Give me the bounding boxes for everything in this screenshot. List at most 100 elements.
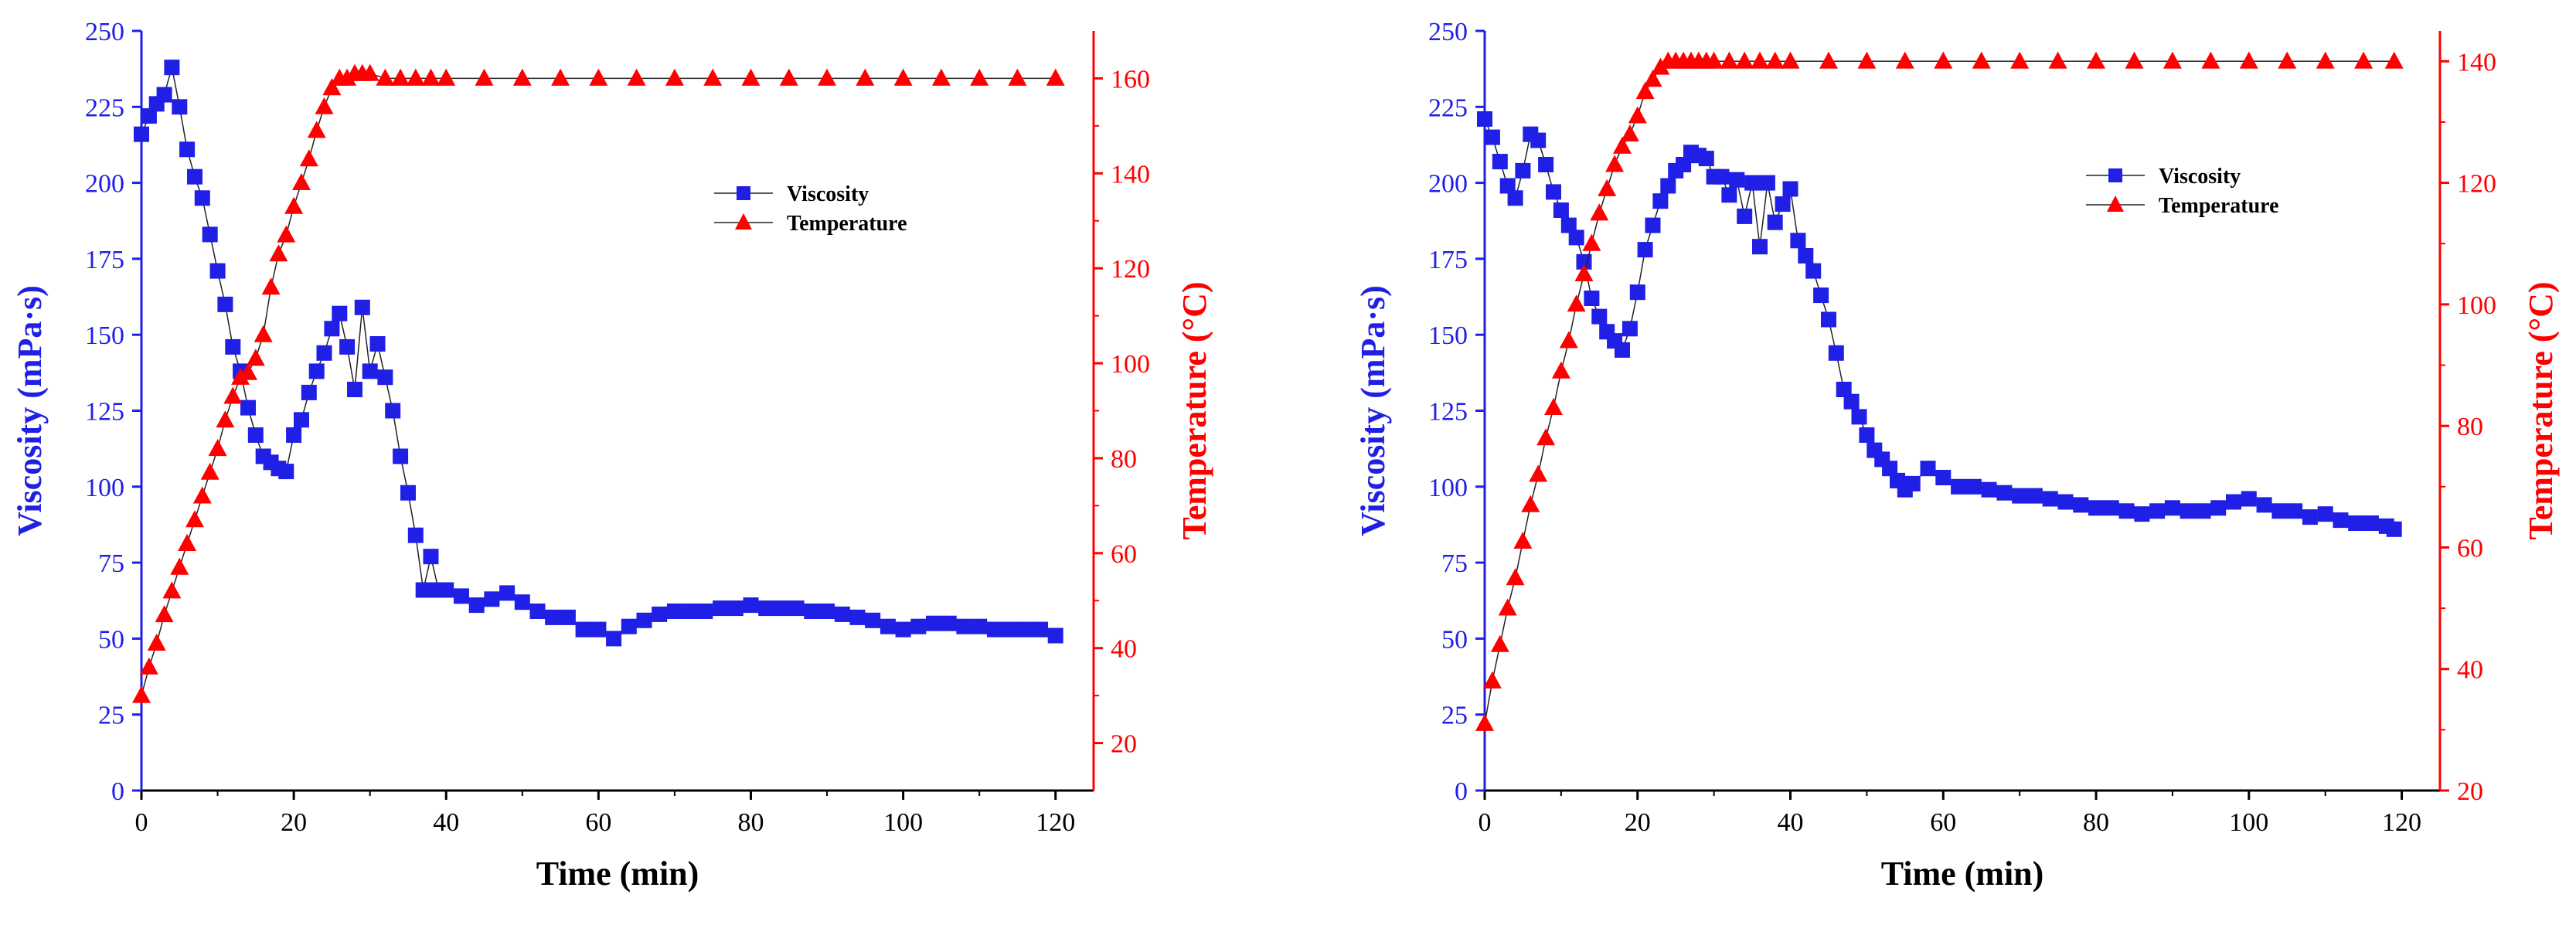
data-point-viscosity — [1553, 202, 1569, 218]
x-tick-label: 80 — [737, 808, 764, 837]
data-point-temperature — [970, 68, 989, 86]
y-left-tick-label: 100 — [85, 474, 124, 502]
data-point-viscosity — [400, 485, 416, 501]
data-point-viscosity — [1782, 181, 1798, 197]
data-point-viscosity — [1744, 175, 1761, 191]
data-point-viscosity — [247, 427, 264, 443]
data-point-viscosity — [1002, 621, 1018, 638]
data-point-viscosity — [1951, 478, 1967, 495]
data-point-temperature — [261, 277, 281, 295]
data-point-viscosity — [529, 604, 546, 619]
data-point-viscosity — [2386, 521, 2402, 537]
data-point-viscosity — [499, 585, 516, 601]
data-point-viscosity — [834, 606, 850, 622]
chart-panel-1: 0 20 40 60 80 100 120 0 25 50 75 100 125 150 175 200 225… — [11, 18, 1213, 893]
data-point-viscosity — [713, 600, 729, 617]
data-point-viscosity — [225, 338, 241, 355]
data-point-temperature — [1751, 51, 1769, 69]
x-tick-label: 40 — [433, 808, 459, 837]
data-point-viscosity — [1017, 621, 1033, 638]
data-point-viscosity — [1821, 311, 1836, 328]
y-left-tick-label: 250 — [85, 18, 124, 46]
data-point-temperature — [1972, 51, 1991, 69]
legend-marker-triangle — [2107, 196, 2124, 212]
data-point-viscosity — [514, 594, 530, 610]
y-right-tick-label: 100 — [1111, 350, 1150, 379]
data-point-viscosity — [286, 427, 302, 443]
data-point-temperature — [246, 349, 265, 366]
legend-marker-square — [737, 186, 750, 200]
y-axis-right-title: Temperature (°C) — [2522, 281, 2560, 539]
data-point-temperature — [1559, 331, 1578, 349]
data-point-viscosity — [849, 609, 866, 625]
data-point-temperature — [1704, 51, 1724, 69]
data-point-temperature — [1521, 495, 1540, 512]
data-point-temperature — [856, 68, 875, 86]
data-point-viscosity — [1828, 345, 1844, 361]
data-point-temperature — [1008, 68, 1027, 86]
x-tick-label: 100 — [883, 808, 923, 837]
data-point-viscosity — [636, 612, 652, 628]
data-point-viscosity — [1729, 172, 1745, 188]
data-point-viscosity — [2164, 500, 2180, 516]
data-point-temperature — [376, 68, 395, 86]
data-point-temperature — [170, 557, 189, 575]
data-point-temperature — [239, 362, 257, 380]
data-point-temperature — [1781, 51, 1800, 69]
data-point-temperature — [2278, 51, 2297, 69]
y-left-tick-label: 125 — [85, 398, 124, 427]
data-point-viscosity — [1621, 321, 1638, 337]
data-point-viscosity — [1698, 151, 1714, 167]
x-tick-label: 60 — [1930, 808, 1956, 837]
y-right-tick-label: 40 — [1111, 635, 1137, 664]
data-point-viscosity — [1676, 157, 1692, 172]
data-point-viscosity — [1859, 427, 1875, 443]
data-point-viscosity — [2287, 503, 2303, 519]
data-point-viscosity — [1981, 481, 1997, 498]
data-point-viscosity — [179, 141, 196, 158]
data-point-temperature — [1046, 68, 1065, 86]
data-point-viscosity — [727, 600, 744, 617]
data-point-temperature — [512, 68, 532, 86]
data-point-viscosity — [682, 604, 698, 619]
data-point-viscosity — [2057, 494, 2074, 510]
data-point-temperature — [2384, 51, 2404, 69]
data-point-viscosity — [2088, 500, 2104, 516]
data-point-temperature — [2048, 51, 2067, 69]
data-point-temperature — [200, 462, 219, 480]
y-right-tick-label: 40 — [2457, 656, 2483, 685]
data-point-viscosity — [1767, 214, 1783, 230]
data-point-temperature — [2239, 51, 2258, 69]
data-point-viscosity — [1882, 461, 1898, 477]
data-point-viscosity — [278, 464, 294, 480]
data-point-viscosity — [1484, 129, 1500, 145]
data-point-temperature — [2354, 51, 2374, 69]
data-point-temperature — [254, 325, 273, 342]
data-point-temperature — [139, 657, 158, 675]
data-point-viscosity — [1965, 478, 1982, 495]
x-tick-label: 40 — [1778, 808, 1804, 837]
data-point-temperature — [2316, 51, 2335, 69]
data-point-temperature — [1567, 294, 1586, 312]
data-point-temperature — [1475, 713, 1494, 731]
data-point-temperature — [703, 68, 723, 86]
data-point-viscosity — [1813, 287, 1829, 304]
y-left-tick-label: 150 — [85, 321, 124, 350]
data-point-temperature — [475, 68, 494, 86]
data-point-viscosity — [2103, 500, 2119, 516]
data-point-temperature — [216, 410, 235, 428]
x-tick-label: 80 — [2083, 808, 2109, 837]
y-right-tick-label: 80 — [1111, 445, 1137, 474]
data-point-viscosity — [385, 403, 401, 419]
data-point-temperature — [391, 68, 410, 86]
data-point-viscosity — [910, 618, 927, 634]
y-right-tick-label: 20 — [2457, 777, 2483, 806]
data-point-viscosity — [1584, 291, 1600, 306]
data-point-temperature — [132, 685, 151, 703]
data-point-viscosity — [377, 369, 393, 386]
data-point-viscosity — [1843, 393, 1860, 410]
y-right-tick-label: 140 — [1111, 160, 1150, 189]
legend-label-viscosity: Viscosity — [2159, 165, 2241, 189]
y-left-tick-label: 25 — [98, 702, 124, 730]
